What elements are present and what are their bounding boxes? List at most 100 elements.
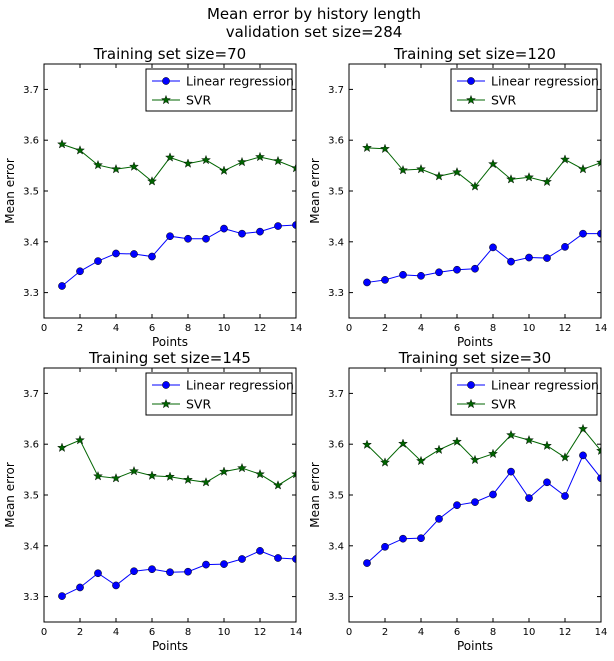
data-point (147, 470, 157, 480)
y-tick-label: 3.4 (23, 237, 39, 248)
y-tick-label: 3.3 (328, 592, 344, 603)
data-point (452, 167, 462, 177)
data-point (507, 257, 515, 266)
subplots-grid: 0 2 4 6 8 10 12 14 3.3 3.4 3.5 3.6 3.7 Training set s… (3, 45, 607, 653)
subplot-title: Training set size=145 (88, 349, 251, 367)
y-tick-label: 3.7 (23, 389, 39, 400)
data-point (147, 176, 157, 186)
data-point (561, 243, 569, 251)
data-point (184, 234, 192, 243)
subplot-1: 0 2 4 6 8 10 12 14 3.3 3.4 3.5 3.6 3.7 Training set s… (3, 45, 302, 349)
data-point (489, 243, 497, 252)
data-point (58, 282, 66, 290)
data-point (184, 567, 192, 576)
data-point (256, 227, 264, 236)
x-tick-label: 4 (113, 627, 119, 638)
data-point (417, 534, 425, 543)
data-point (380, 143, 390, 154)
data-point (362, 439, 372, 449)
subplot-title: Training set size=70 (93, 45, 246, 63)
series-line-2 (366, 147, 601, 188)
data-point (596, 445, 601, 456)
plot-area (57, 139, 296, 290)
data-point (363, 278, 371, 287)
subplot-2: 0 2 4 6 8 10 12 14 3.3 3.4 3.5 3.6 3.7 Training set s… (308, 45, 607, 349)
x-tick-label: 14 (290, 323, 303, 334)
legend-star-marker (161, 94, 171, 105)
plot-area (362, 142, 601, 287)
data-point (543, 254, 551, 262)
x-tick-label: 10 (523, 323, 536, 334)
data-point (57, 442, 67, 452)
data-point (398, 164, 408, 175)
x-tick-label: 8 (185, 627, 191, 638)
data-point (58, 592, 66, 600)
y-tick-label: 3.5 (23, 491, 39, 502)
legend: Linear regression SVR (450, 372, 599, 416)
x-tick-label: 14 (595, 627, 608, 638)
legend-circle-marker (162, 77, 170, 85)
y-axis-label: Mean error (308, 158, 322, 224)
data-point (380, 457, 390, 467)
series-line-1 (366, 454, 601, 564)
figure-subtitle: validation set size=284 (226, 23, 403, 41)
y-axis-label: Mean error (3, 462, 17, 528)
data-point (381, 276, 389, 284)
y-tick-label: 3.6 (328, 440, 344, 451)
x-tick-label: 6 (454, 323, 460, 334)
data-point (219, 466, 229, 476)
series-line-2 (366, 428, 601, 464)
data-point (183, 158, 193, 168)
legend-circle-marker (467, 77, 475, 85)
data-point (506, 174, 516, 184)
y-axis-label: Mean error (308, 462, 322, 528)
legend-label: Linear regression (491, 378, 599, 393)
data-point (75, 434, 85, 445)
data-point (130, 567, 138, 576)
data-point (597, 474, 601, 483)
x-axis-label: Points (457, 335, 493, 349)
data-point (93, 471, 103, 481)
data-point (488, 158, 498, 169)
y-axis-label: Mean error (3, 158, 17, 224)
data-point (291, 162, 296, 173)
data-point (111, 473, 121, 483)
data-point (129, 465, 139, 476)
data-point (543, 478, 551, 487)
data-point (597, 229, 601, 238)
figure-title: Mean error by history length (207, 5, 421, 23)
legend-star-marker (466, 94, 476, 105)
data-point (506, 429, 516, 440)
data-point (112, 249, 120, 258)
x-tick-label: 0 (41, 323, 47, 334)
legend: Linear regression SVR (145, 372, 294, 416)
data-point (238, 229, 246, 238)
y-tick-label: 3.6 (23, 136, 39, 147)
data-point (560, 452, 570, 462)
x-tick-label: 14 (595, 323, 608, 334)
x-tick-label: 6 (149, 627, 155, 638)
y-tick-label: 3.6 (23, 440, 39, 451)
x-tick-label: 6 (149, 323, 155, 334)
data-point (111, 163, 121, 174)
data-point (273, 155, 283, 166)
x-tick-label: 2 (77, 323, 83, 334)
legend-box (450, 372, 598, 416)
data-point (363, 559, 371, 567)
data-point (471, 498, 479, 506)
data-point (273, 480, 283, 490)
plot-area (57, 434, 296, 600)
x-tick-label: 12 (559, 627, 572, 638)
legend-label: Linear regression (186, 378, 294, 393)
data-point (579, 451, 587, 460)
data-point (525, 494, 533, 502)
data-point (57, 139, 67, 149)
legend-star-marker (466, 398, 476, 409)
x-tick-label: 2 (77, 627, 83, 638)
x-tick-label: 0 (41, 627, 47, 638)
x-tick-label: 10 (218, 627, 231, 638)
legend-label: SVR (491, 93, 516, 108)
y-tick-label: 3.7 (328, 389, 344, 400)
x-tick-label: 12 (254, 323, 267, 334)
x-tick-label: 4 (418, 323, 424, 334)
